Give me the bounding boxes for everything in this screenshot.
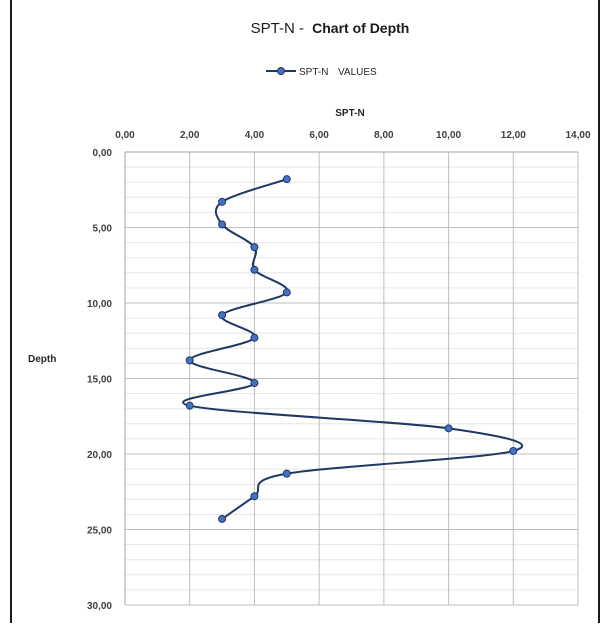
data-point bbox=[250, 492, 259, 501]
series-line bbox=[182, 178, 523, 520]
y-tick-label: 25,00 bbox=[87, 526, 112, 537]
data-point bbox=[282, 469, 291, 478]
legend-marker bbox=[277, 67, 285, 75]
series-group bbox=[182, 175, 523, 523]
legend: SPT-N VALUES bbox=[266, 67, 377, 78]
y-tick-label: 5,00 bbox=[93, 224, 113, 235]
y-axis-title: Depth bbox=[28, 354, 56, 365]
x-tick-label: 6,00 bbox=[309, 130, 329, 141]
x-tick-label: 4,00 bbox=[245, 130, 265, 141]
data-point bbox=[185, 401, 194, 410]
data-point bbox=[218, 220, 227, 229]
data-point bbox=[218, 514, 227, 523]
data-point bbox=[250, 379, 259, 388]
x-tick-label: 0,00 bbox=[115, 130, 135, 141]
axis-ticks: 0,00 2,00 4,00 6,00 8,00 10,00 12,00 14,00 0,00 5… bbox=[87, 130, 591, 612]
data-point bbox=[282, 288, 291, 297]
x-tick-label: 12,00 bbox=[501, 130, 526, 141]
data-point bbox=[444, 424, 453, 433]
x-tick-label: 14,00 bbox=[565, 130, 590, 141]
data-point bbox=[185, 356, 194, 365]
y-tick-label: 10,00 bbox=[87, 299, 112, 310]
x-tick-label: 8,00 bbox=[374, 130, 394, 141]
data-point bbox=[250, 333, 259, 342]
data-point bbox=[509, 446, 518, 455]
data-point bbox=[282, 175, 291, 184]
plot-grid bbox=[124, 151, 579, 606]
y-tick-label: 30,00 bbox=[87, 601, 112, 612]
x-axis-title: SPT-N bbox=[335, 108, 364, 119]
chart-title-bold: Chart of Depth bbox=[312, 20, 409, 36]
y-tick-label: 15,00 bbox=[87, 375, 112, 386]
data-point bbox=[250, 243, 259, 252]
data-point bbox=[218, 311, 227, 320]
legend-extra-label: VALUES bbox=[338, 67, 377, 78]
chart-title-prefix: SPT-N - bbox=[251, 20, 309, 37]
data-point bbox=[250, 265, 259, 274]
chart-title: SPT-N - Chart of Depth bbox=[251, 20, 410, 37]
x-tick-label: 2,00 bbox=[180, 130, 200, 141]
x-tick-label: 10,00 bbox=[436, 130, 461, 141]
legend-series-label: SPT-N bbox=[299, 67, 328, 78]
chart-frame bbox=[10, 0, 600, 623]
data-point bbox=[218, 197, 227, 206]
y-tick-label: 20,00 bbox=[87, 450, 112, 461]
y-tick-label: 0,00 bbox=[93, 148, 113, 159]
